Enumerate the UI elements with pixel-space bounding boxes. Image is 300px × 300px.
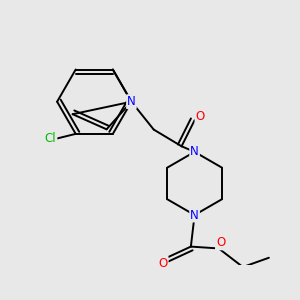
Text: O: O [196,110,205,123]
Text: O: O [158,257,168,270]
Text: N: N [127,95,136,108]
Text: N: N [190,208,199,221]
Text: N: N [190,146,199,158]
Text: Cl: Cl [45,132,56,145]
Text: O: O [216,236,225,249]
